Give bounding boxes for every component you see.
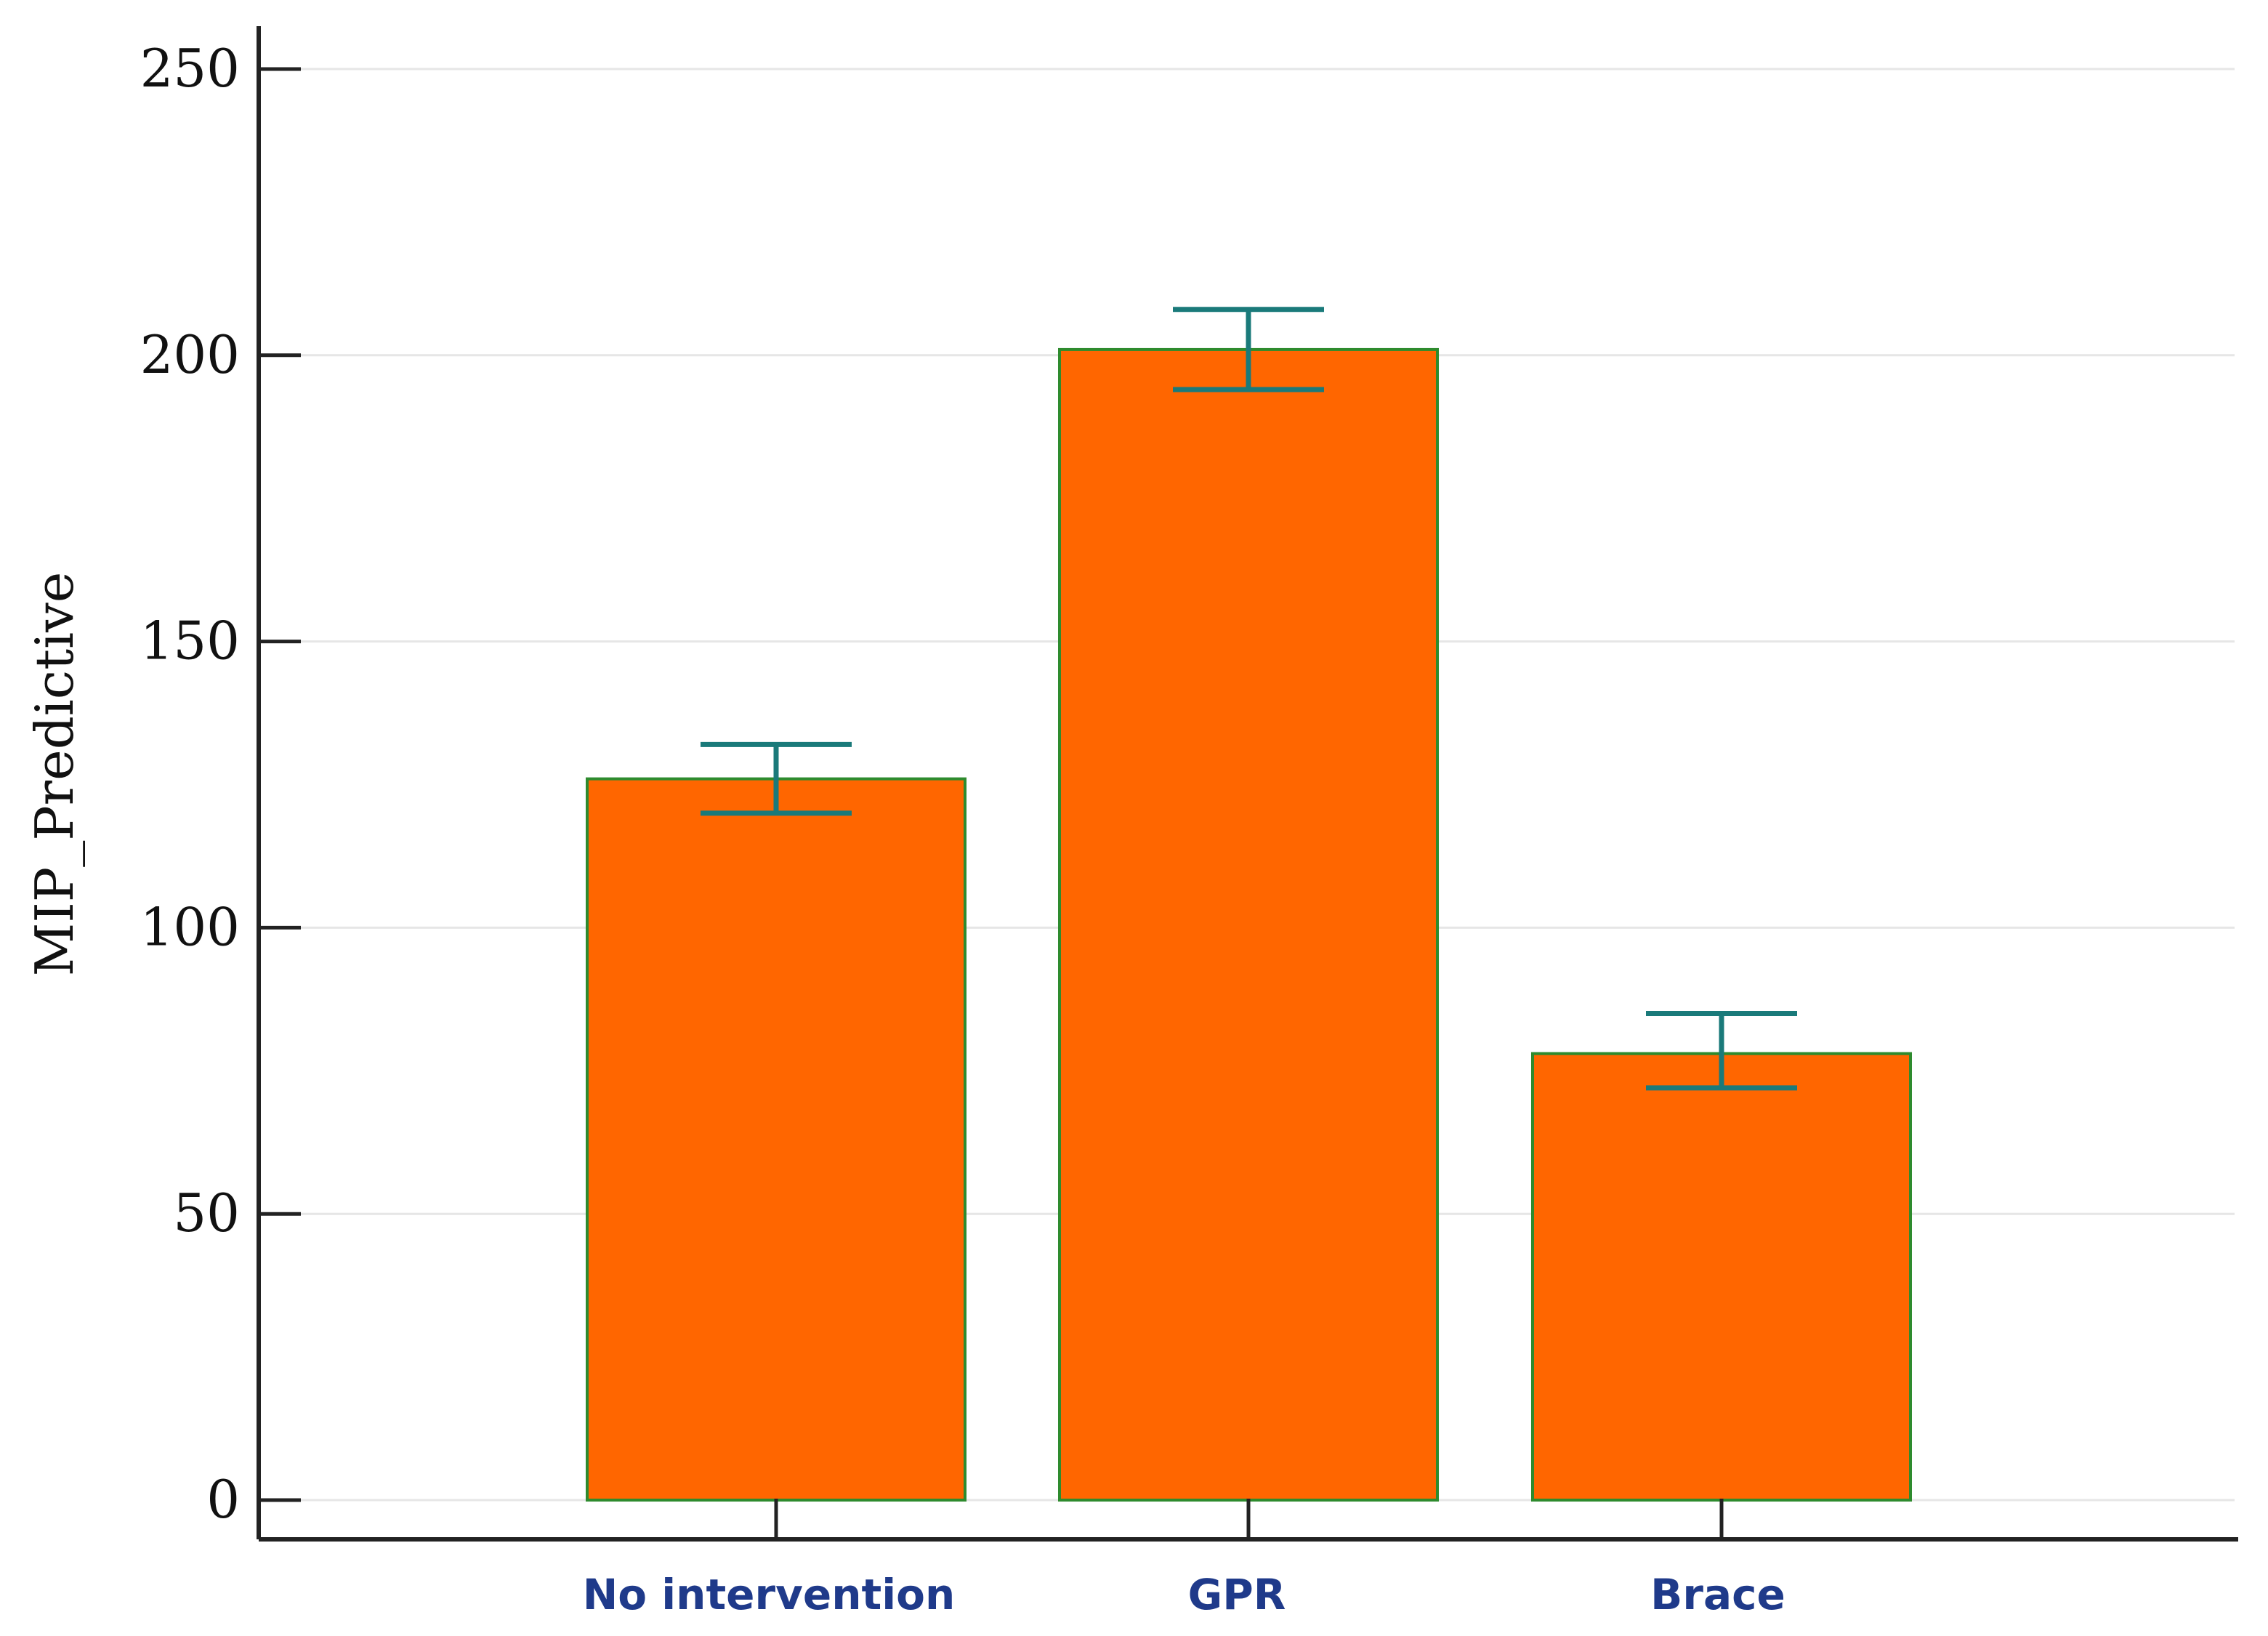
y-tick-label: 100: [140, 896, 240, 957]
error-bar: [1173, 307, 1324, 392]
y-tick-label: 0: [206, 1469, 240, 1530]
bar: [586, 777, 966, 1502]
error-bar: [1646, 1011, 1797, 1091]
x-tick-label: GPR: [1188, 1570, 1286, 1619]
y-axis-title: MIP_Predictive: [24, 572, 85, 977]
y-tick-label: 200: [140, 324, 240, 385]
y-tick-label: 50: [173, 1182, 240, 1244]
y-tick-label: 250: [140, 38, 240, 99]
error-bars: [701, 307, 1797, 1091]
x-tick-label: Brace: [1650, 1570, 1785, 1619]
x-ticks: No intervention GPR Brace: [583, 1499, 1785, 1619]
x-tick-label: No intervention: [583, 1570, 956, 1619]
y-tick-label: 150: [140, 611, 240, 672]
bar: [1058, 347, 1439, 1502]
bars: [586, 347, 1912, 1502]
bar: [1531, 1052, 1912, 1502]
error-bar: [701, 741, 852, 816]
y-ticks: 0 50 100 150 200 250: [140, 38, 301, 1530]
